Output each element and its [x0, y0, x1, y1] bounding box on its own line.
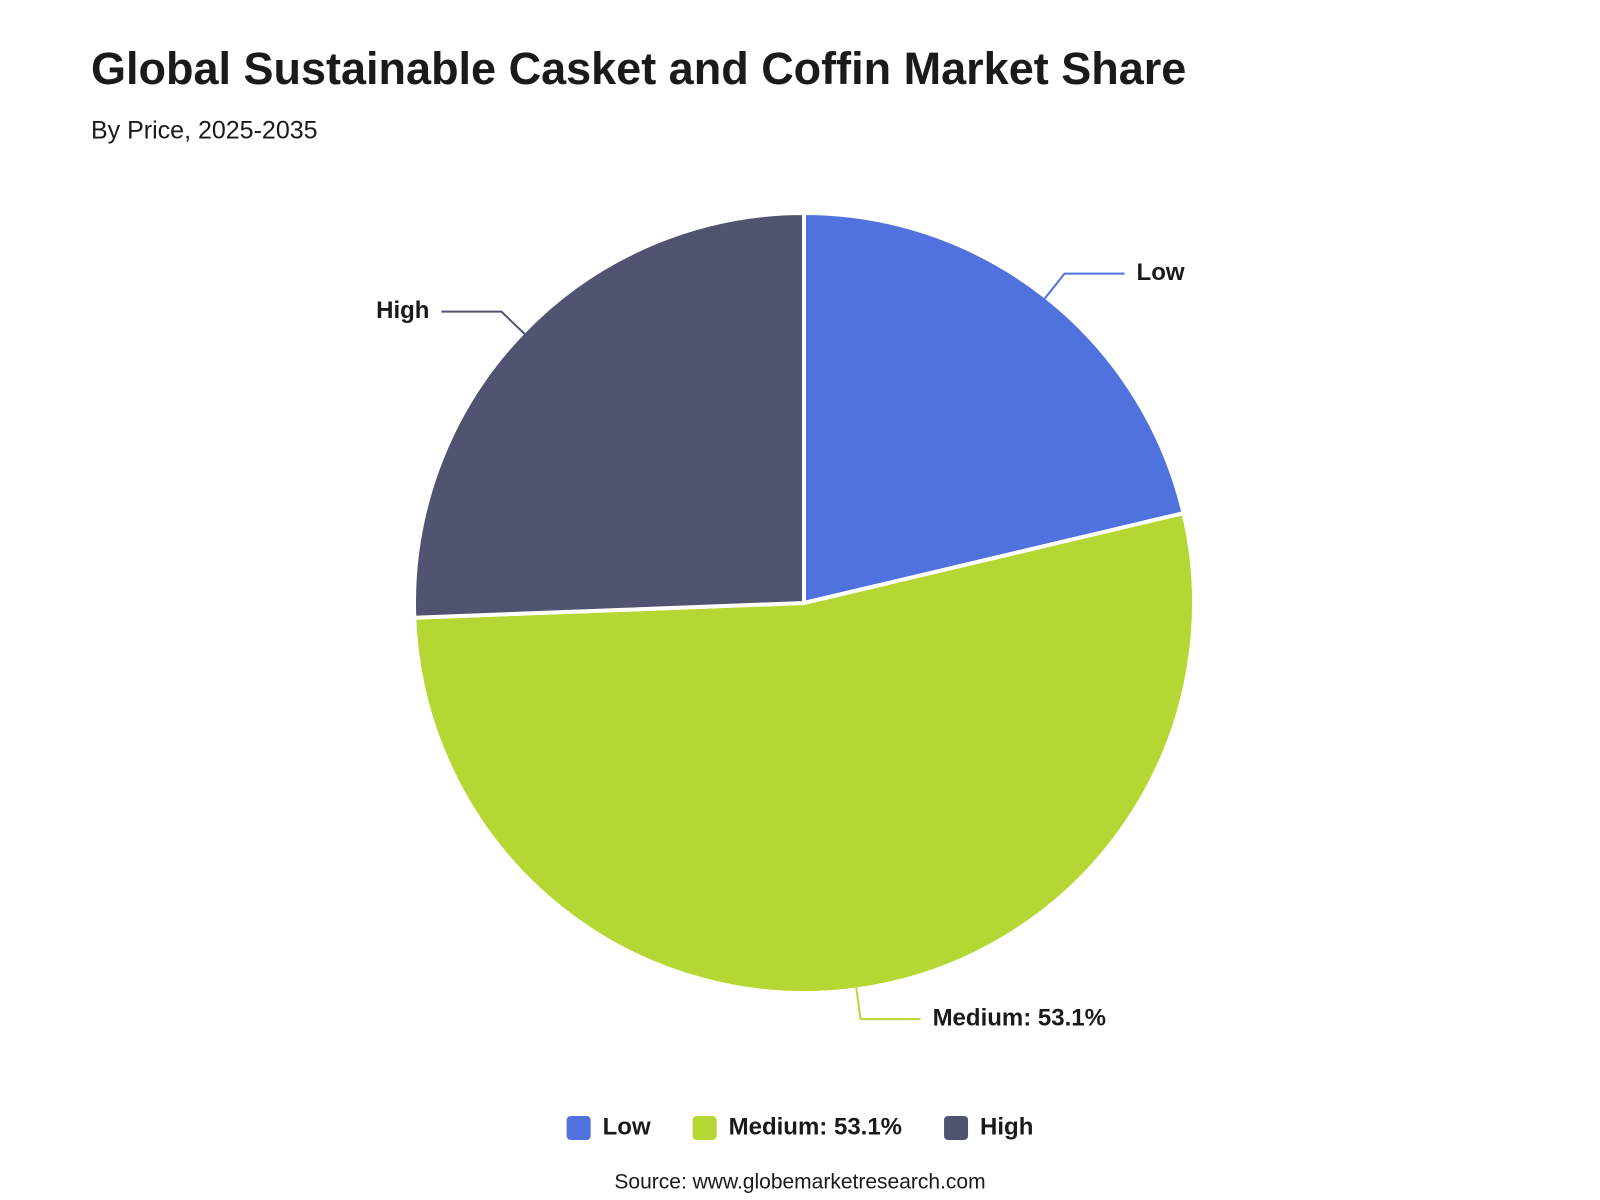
legend-swatch: [944, 1116, 969, 1140]
legend-swatch: [566, 1116, 591, 1140]
legend-label: Medium: 53.1%: [729, 1113, 902, 1140]
legend-label: Low: [603, 1113, 651, 1140]
callout-line: [441, 310, 526, 335]
legend: Low Medium: 53.1% High: [566, 1113, 1033, 1140]
callout-label: Medium: 53.1%: [933, 1005, 1106, 1032]
legend-label: High: [980, 1113, 1033, 1140]
legend-swatch: [692, 1116, 717, 1140]
callout-line: [855, 987, 921, 1021]
callout-label: High: [376, 297, 429, 324]
callout-label: Low: [1137, 259, 1185, 286]
pie-slice: [412, 211, 806, 620]
chart-title: Global Sustainable Casket and Coffin Mar…: [91, 43, 1186, 94]
chart-subtitle: By Price, 2025-2035: [91, 117, 318, 145]
callout-line: [1043, 272, 1125, 300]
source: Source: www.globemarketresearch.com: [614, 1171, 985, 1194]
